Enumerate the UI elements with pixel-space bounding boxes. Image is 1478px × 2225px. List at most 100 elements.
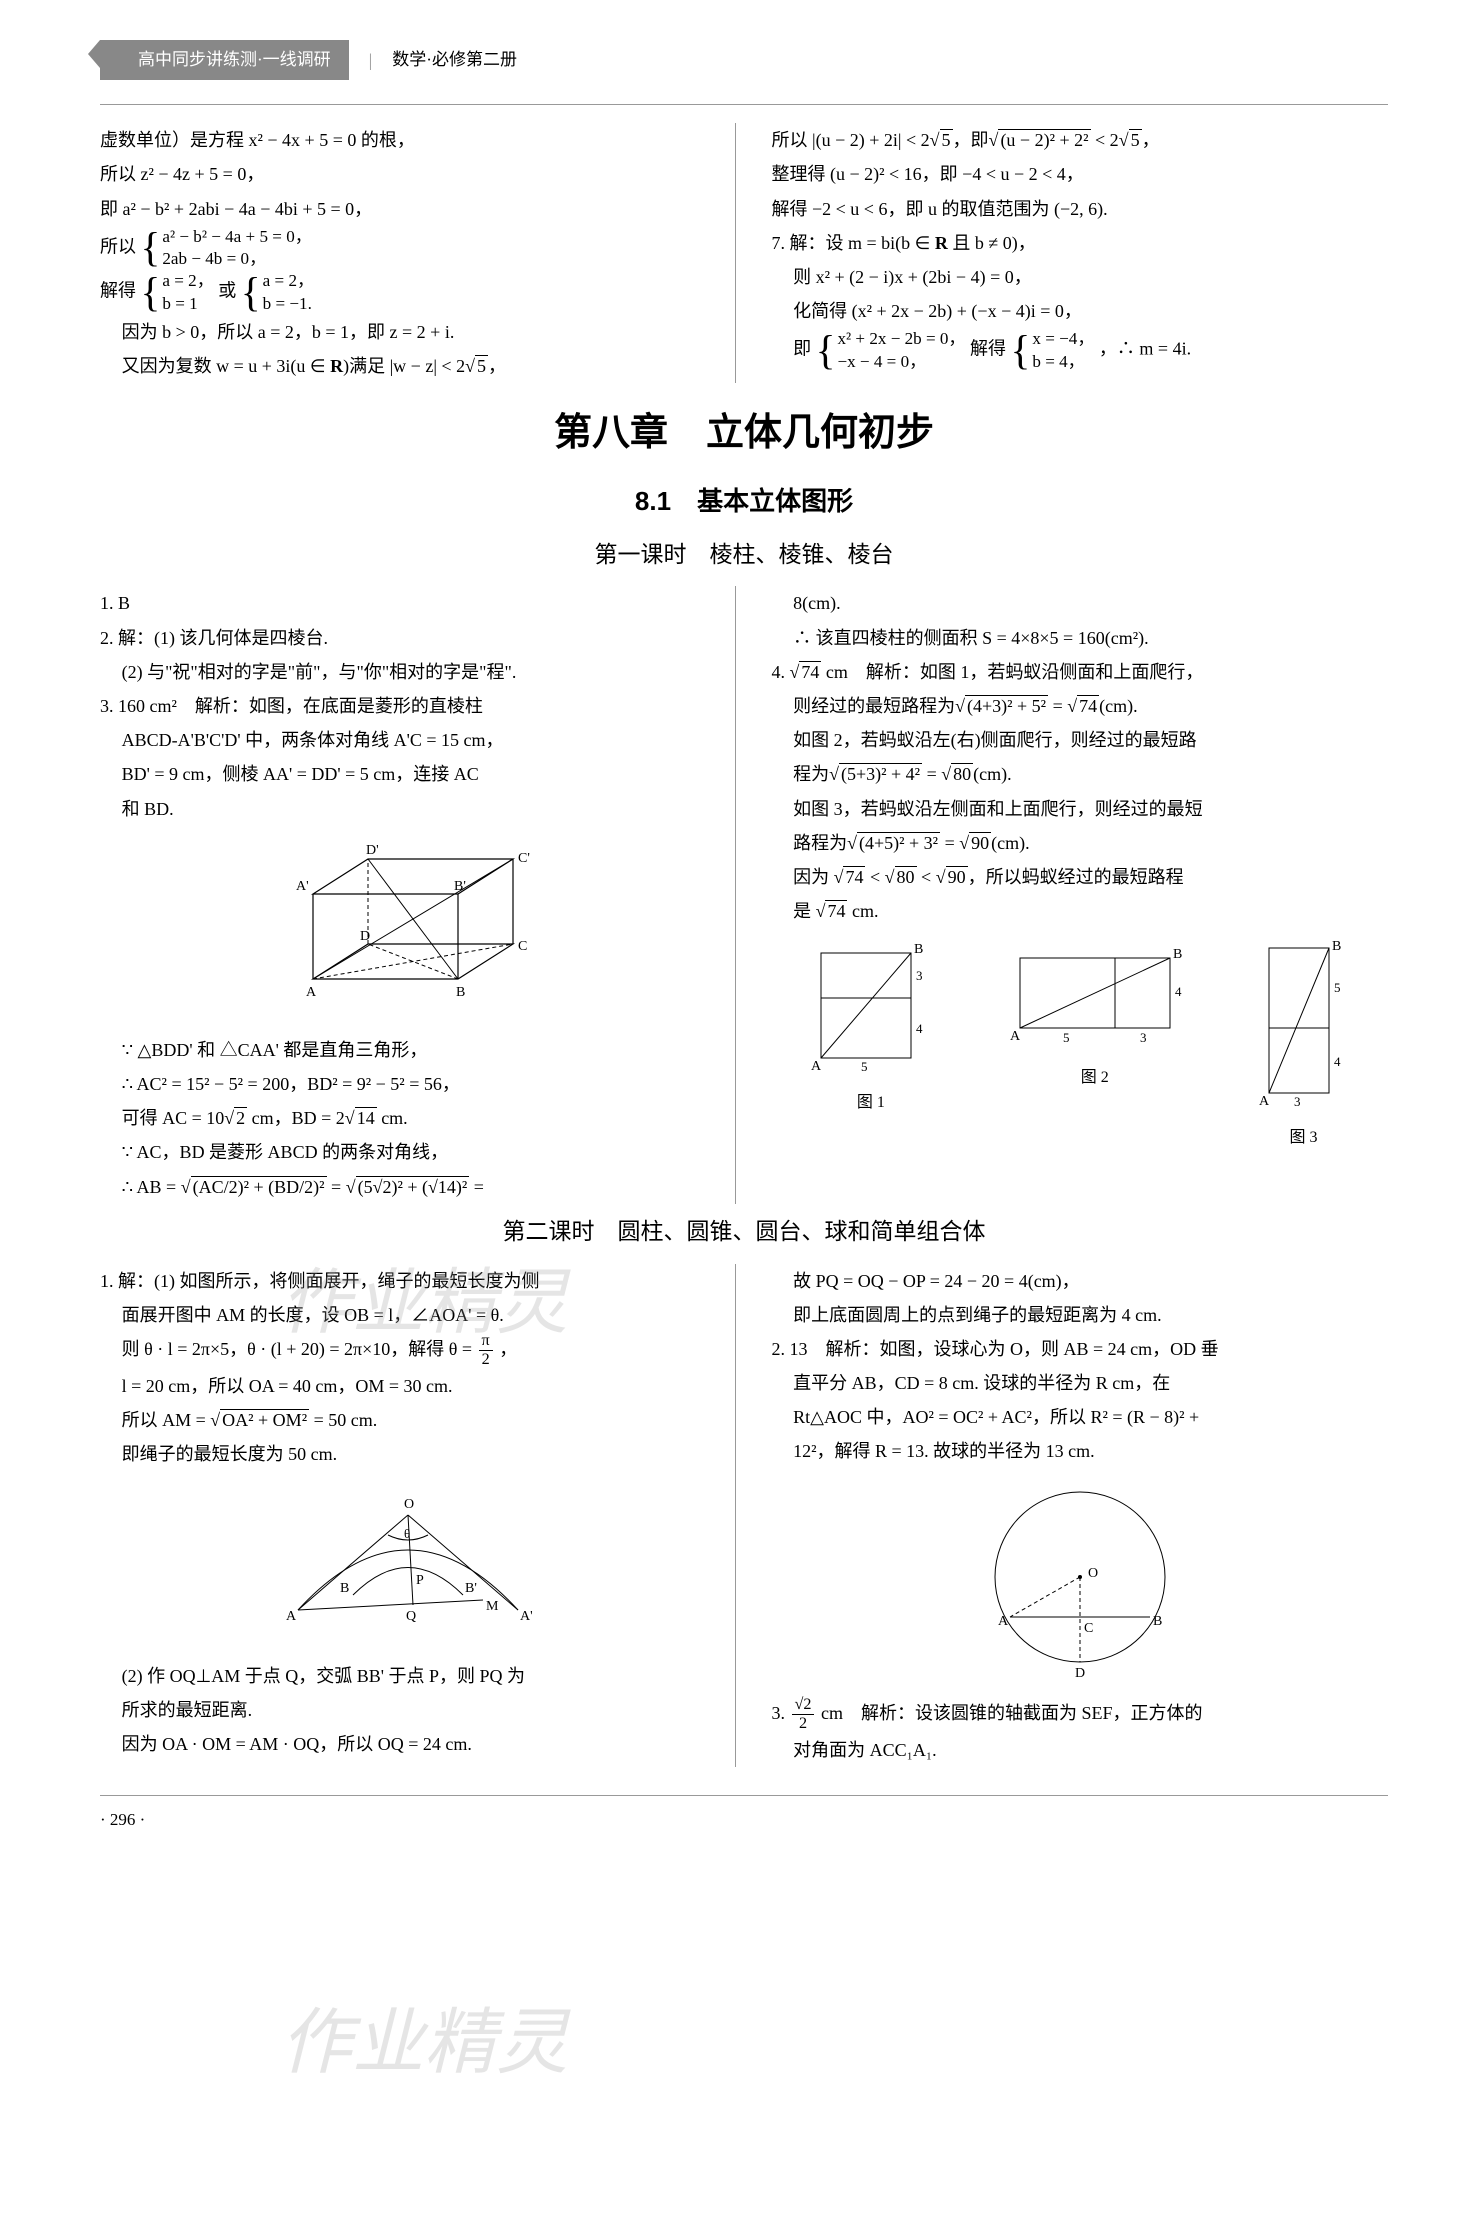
prev-left-col: 虚数单位）是方程 x² − 4x + 5 = 0 的根， 所以 z² − 4z … <box>100 123 736 383</box>
svg-text:B: B <box>914 942 923 957</box>
chapter-title: 第八章 立体几何初步 <box>100 397 1388 469</box>
line: 和 BD. <box>100 792 717 826</box>
unfold-figures: A B 5 3 4 图 1 A B 5 3 4 <box>772 938 1389 1154</box>
svg-text:A: A <box>811 1059 822 1073</box>
line: 4. 74 cm 解析：如图 1，若蚂蚁沿侧面和上面爬行， <box>772 655 1389 689</box>
line: 整理得 (u − 2)² < 16，即 −4 < u − 2 < 4， <box>772 157 1389 191</box>
svg-text:4: 4 <box>1175 984 1182 999</box>
page-number: · 296 · <box>100 1795 1388 1836</box>
subject-title: 数学·必修第二册 <box>392 44 517 76</box>
line: 面展开图中 AM 的长度，设 OB = l，∠AOA' = θ. <box>100 1298 717 1332</box>
svg-text:B: B <box>1332 939 1341 954</box>
line: ∴ 该直四棱柱的侧面积 S = 4×8×5 = 160(cm²). <box>772 621 1389 655</box>
svg-text:θ: θ <box>404 1526 410 1541</box>
line: 又因为复数 w = u + 3i(u ∈ R)满足 |w − z| < 25， <box>100 349 717 383</box>
svg-text:D': D' <box>366 843 379 858</box>
svg-text:3: 3 <box>1294 1094 1301 1108</box>
svg-text:A': A' <box>296 879 309 894</box>
lesson-title: 第一课时 棱柱、棱锥、棱台 <box>100 533 1388 577</box>
prism-diagram: A B C D A' B' C' D' <box>100 834 717 1025</box>
line: 所以 |(u − 2) + 2i| < 25，即(u − 2)² + 2² < … <box>772 123 1389 157</box>
svg-text:5: 5 <box>1063 1030 1070 1045</box>
line: 所以 AM = OA² + OM² = 50 cm. <box>100 1403 717 1437</box>
line: 则 θ · l = 2π×5，θ · (l + 20) = 2π×10，解得 θ… <box>100 1332 717 1369</box>
equation-system: x = −4， b = 4， <box>1011 328 1095 372</box>
line: 即上底面圆周上的点到绳子的最短距离为 4 cm. <box>772 1298 1389 1332</box>
lesson2-left: 1. 解：(1) 如图所示，将侧面展开，绳子的最短长度为侧 面展开图中 AM 的… <box>100 1264 736 1768</box>
svg-text:B': B' <box>465 1581 477 1596</box>
svg-text:A: A <box>286 1609 297 1624</box>
svg-text:5: 5 <box>1334 980 1341 995</box>
lesson1-right: 8(cm). ∴ 该直四棱柱的侧面积 S = 4×8×5 = 160(cm²).… <box>772 586 1389 1203</box>
equation-system: a = 2， b = −1. <box>241 270 314 314</box>
line: BD' = 9 cm，侧棱 AA' = DD' = 5 cm，连接 AC <box>100 757 717 791</box>
line: 虚数单位）是方程 x² − 4x + 5 = 0 的根， <box>100 123 717 157</box>
line: 12²，解得 R = 13. 故球的半径为 13 cm. <box>772 1434 1389 1468</box>
prev-right-col: 所以 |(u − 2) + 2i| < 25，即(u − 2)² + 2² < … <box>772 123 1389 383</box>
svg-text:B': B' <box>454 879 466 894</box>
line: 化简得 (x² + 2x − 2b) + (−x − 4)i = 0， <box>772 294 1389 328</box>
line: 是 74 cm. <box>772 894 1389 928</box>
line: 解得 a = 2， b = 1 或 a = 2， b = −1. <box>100 270 717 314</box>
equation-system: a² − b² − 4a + 5 = 0， 2ab − 4b = 0， <box>141 226 312 270</box>
line: (2) 与"祝"相对的字是"前"，与"你"相对的字是"程". <box>100 655 717 689</box>
watermark: 作业精灵 <box>280 1975 568 2112</box>
line: 3. √22 cm 解析：设该圆锥的轴截面为 SEF，正方体的 <box>772 1696 1389 1733</box>
line: 可得 AC = 102 cm，BD = 214 cm. <box>100 1101 717 1135</box>
svg-text:4: 4 <box>916 1021 923 1036</box>
line: 即绳子的最短长度为 50 cm. <box>100 1437 717 1471</box>
svg-text:D: D <box>1075 1666 1085 1677</box>
svg-text:C: C <box>1084 1621 1093 1636</box>
svg-text:C': C' <box>518 851 530 866</box>
svg-text:C: C <box>518 939 527 954</box>
svg-text:B: B <box>1173 947 1182 962</box>
line: 直平分 AB，CD = 8 cm. 设球的半径为 R cm，在 <box>772 1366 1389 1400</box>
line: 程为(5+3)² + 4² = 80(cm). <box>772 757 1389 791</box>
svg-text:5: 5 <box>861 1059 868 1073</box>
lesson2-right: 故 PQ = OQ − OP = 24 − 20 = 4(cm)， 即上底面圆周… <box>772 1264 1389 1768</box>
svg-text:A: A <box>1010 1029 1021 1044</box>
line: l = 20 cm，所以 OA = 40 cm，OM = 30 cm. <box>100 1369 717 1403</box>
line: 3. 160 cm² 解析：如图，在底面是菱形的直棱柱 <box>100 689 717 723</box>
line: 因为 74 < 80 < 90，所以蚂蚁经过的最短路程 <box>772 860 1389 894</box>
equation-system: x² + 2x − 2b = 0， −x − 4 = 0， <box>816 328 966 372</box>
line: ∴ AB = (AC/2)² + (BD/2)² = (5√2)² + (√14… <box>100 1170 717 1204</box>
section-title: 8.1 基本立体图形 <box>100 477 1388 526</box>
line: 如图 2，若蚂蚁沿左(右)侧面爬行，则经过的最短路 <box>772 723 1389 757</box>
svg-text:3: 3 <box>916 968 923 983</box>
line: 所以 a² − b² − 4a + 5 = 0， 2ab − 4b = 0， <box>100 226 717 270</box>
line: 故 PQ = OQ − OP = 24 − 20 = 4(cm)， <box>772 1264 1389 1298</box>
line: 对角面为 ACC₁A₁. <box>772 1733 1389 1767</box>
circle-diagram: O A B C D <box>772 1477 1389 1688</box>
line: 则经过的最短路程为(4+3)² + 5² = 74(cm). <box>772 689 1389 723</box>
line: 解得 −2 < u < 6，即 u 的取值范围为 (−2, 6). <box>772 192 1389 226</box>
svg-text:A': A' <box>520 1609 533 1624</box>
svg-text:4: 4 <box>1334 1054 1341 1069</box>
fig3: A B 3 5 4 图 3 <box>1254 938 1354 1154</box>
equation-system: a = 2， b = 1 <box>141 270 214 314</box>
line: 7. 解：设 m = bi(b ∈ R 且 b ≠ 0)， <box>772 226 1389 260</box>
svg-text:Q: Q <box>406 1609 416 1624</box>
svg-text:O: O <box>1088 1566 1098 1581</box>
line: 8(cm). <box>772 586 1389 620</box>
fig1: A B 5 3 4 图 1 <box>806 938 936 1154</box>
line: 即 a² − b² + 2abi − 4a − 4bi + 5 = 0， <box>100 192 717 226</box>
sector-diagram: O A A' B B' M P Q θ <box>100 1480 717 1651</box>
svg-text:A: A <box>306 985 317 1000</box>
line: ∴ AC² = 15² − 5² = 200，BD² = 9² − 5² = 5… <box>100 1067 717 1101</box>
line: 因为 OA · OM = AM · OQ，所以 OQ = 24 cm. <box>100 1727 717 1761</box>
svg-text:A: A <box>1259 1094 1270 1108</box>
line: Rt△AOC 中，AO² = OC² + AC²，所以 R² = (R − 8)… <box>772 1400 1389 1434</box>
answer: 1. B <box>100 586 717 620</box>
page-header: 高中同步讲练测·一线调研 | 数学·必修第二册 <box>100 40 1388 105</box>
line: 即 x² + 2x − 2b = 0， −x − 4 = 0， 解得 x = −… <box>772 328 1389 372</box>
line: ABCD-A'B'C'D' 中，两条体对角线 A'C = 15 cm， <box>100 723 717 757</box>
svg-text:A: A <box>998 1614 1009 1629</box>
line: ∵ AC，BD 是菱形 ABCD 的两条对角线， <box>100 1135 717 1169</box>
svg-text:M: M <box>486 1599 499 1614</box>
svg-text:D: D <box>360 929 370 944</box>
svg-text:P: P <box>416 1573 424 1588</box>
line: 1. 解：(1) 如图所示，将侧面展开，绳子的最短长度为侧 <box>100 1264 717 1298</box>
lesson2-body: 1. 解：(1) 如图所示，将侧面展开，绳子的最短长度为侧 面展开图中 AM 的… <box>100 1264 1388 1768</box>
svg-text:O: O <box>404 1497 414 1512</box>
